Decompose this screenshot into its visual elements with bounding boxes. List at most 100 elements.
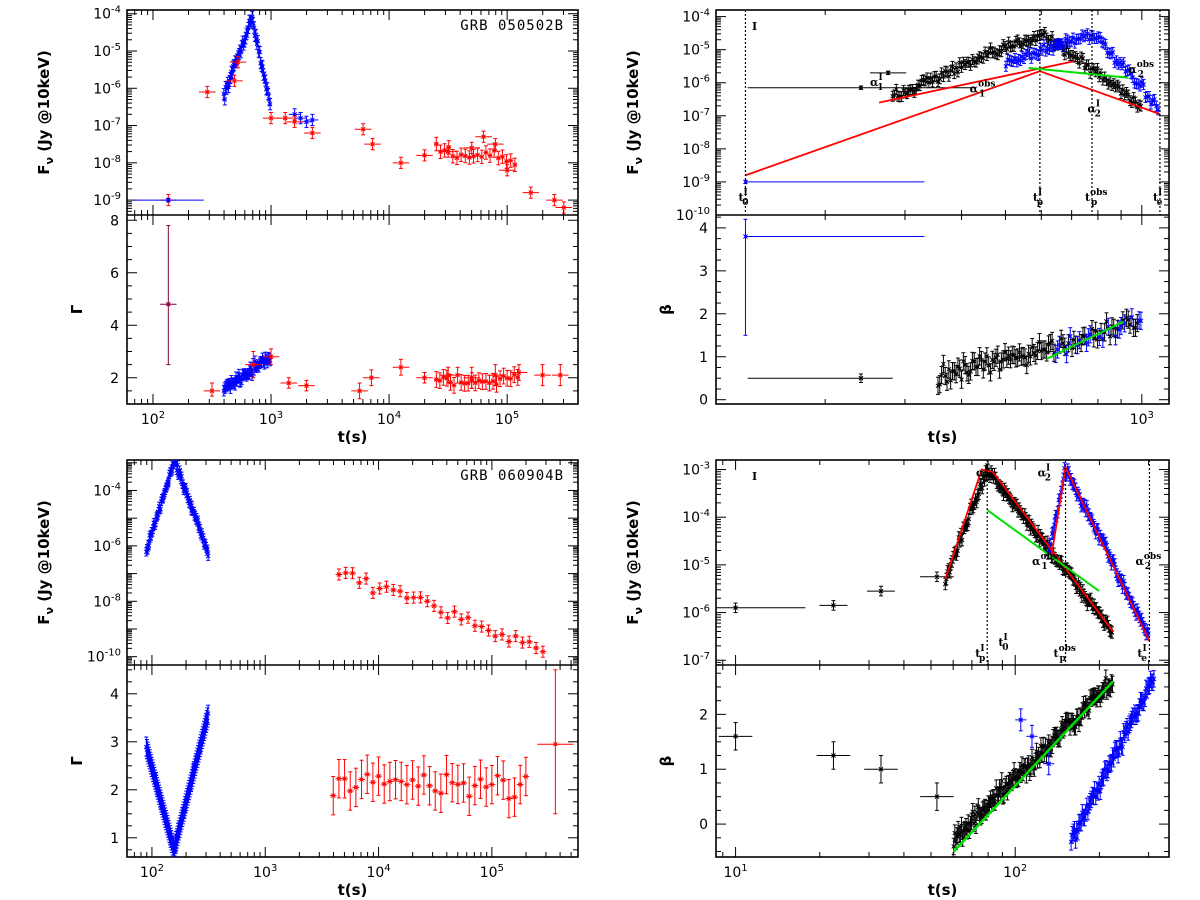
flux-point (743, 179, 925, 185)
gamma-point (494, 755, 501, 796)
tick-label: 4 (699, 221, 708, 237)
flux-point (999, 46, 1004, 58)
flux-point (226, 74, 243, 87)
x-axis-label: t(s) (338, 881, 368, 899)
beta-point (959, 816, 964, 835)
flux-point (396, 585, 404, 598)
flux-point (483, 145, 489, 160)
tick-label: 1 (699, 762, 708, 778)
y-axis-top (127, 13, 578, 216)
gamma-point (499, 760, 507, 800)
beta-point (960, 352, 966, 371)
tick-label: 10-5 (682, 41, 710, 59)
flux-point (522, 186, 540, 199)
beta-point (816, 741, 851, 770)
flux-point (867, 585, 895, 597)
flux-point (546, 194, 563, 207)
gamma-point (482, 767, 490, 807)
beta-point (944, 372, 950, 391)
gamma-point (534, 364, 551, 387)
flux-point (532, 641, 540, 655)
beta-point (1103, 669, 1109, 687)
flux-point (464, 611, 472, 624)
time-marker-label: tI 0 (738, 188, 748, 208)
gamma-point (205, 704, 211, 725)
data-points (716, 460, 1157, 856)
tick-label: 102 (140, 863, 164, 881)
gamma-point (497, 370, 503, 388)
flux-point (437, 606, 445, 619)
flux-point (491, 630, 499, 643)
tick-label: 10-10 (87, 648, 121, 666)
y-axis-label-bottom: Γ (68, 756, 86, 766)
slope-label: αobs 2 (1128, 60, 1154, 80)
chart-title: GRB 060904B (460, 468, 564, 484)
flux-point (471, 149, 476, 164)
plot-frame (126, 459, 579, 858)
flux-point (442, 143, 447, 158)
tick-label: 10-8 (93, 592, 121, 610)
flux-point (369, 586, 377, 599)
tick-label: 105 (495, 410, 519, 428)
flux-point (179, 471, 184, 481)
flux-point (364, 138, 381, 151)
flux-point (555, 201, 573, 214)
gamma-point (375, 756, 382, 796)
x-axis-label: t(s) (928, 881, 958, 899)
gamma-point (228, 382, 233, 394)
flux-point (362, 572, 370, 585)
tick-label: 10-6 (93, 79, 121, 97)
tick-label: 10-6 (682, 604, 710, 622)
flux-point (430, 599, 438, 612)
tick-label: 3 (110, 735, 119, 751)
beta-point (1138, 311, 1144, 330)
flux-point (446, 140, 452, 155)
flux-point (458, 147, 464, 162)
flux-point (512, 157, 518, 173)
tick-label: 10-7 (682, 651, 710, 669)
time-marker-label: tobs p (1054, 644, 1076, 664)
flux-point (1061, 41, 1067, 53)
tick-label: 104 (366, 863, 390, 881)
flux-point (262, 112, 280, 125)
beta-point (864, 755, 898, 784)
flux-point (355, 576, 363, 589)
gamma-point (454, 764, 462, 805)
tick-label: 0 (699, 393, 708, 409)
tick-label: 10-3 (682, 461, 710, 479)
slope-label: αobs 1 (970, 80, 996, 100)
beta-point (937, 375, 943, 394)
flux-point (1080, 52, 1086, 64)
beta-point (1073, 831, 1078, 849)
beta-point (988, 363, 993, 382)
gamma-point (451, 376, 457, 394)
fit-line-green (986, 509, 1100, 592)
gamma-point (431, 771, 439, 811)
beta-point (1097, 782, 1103, 801)
gamma-point (477, 759, 484, 799)
flux-point (487, 148, 493, 163)
beta-point (1072, 820, 1077, 839)
flux-point (354, 123, 372, 136)
tick-label: 10-4 (682, 8, 710, 26)
plot-frame (715, 9, 1170, 405)
gamma-point (397, 761, 405, 802)
gamma-point (515, 369, 521, 386)
gamma-point (358, 759, 365, 800)
tick-label: 4 (110, 687, 119, 703)
beta-point (1151, 670, 1157, 688)
y-axis-label-top: Fν (Jy @10keV) (624, 50, 645, 175)
gamma-point (352, 767, 360, 808)
tick-label: 10-9 (682, 173, 710, 191)
gamma-point (160, 225, 177, 366)
panel-label: I (752, 470, 757, 483)
x-axis (133, 460, 572, 857)
flux-point (716, 602, 806, 614)
tick-label: 105 (480, 863, 504, 881)
flux-point (467, 150, 472, 165)
gamma-point (380, 764, 388, 804)
tick-label: 10-5 (93, 42, 121, 60)
flux-point (306, 113, 319, 127)
flux-point (475, 130, 492, 143)
gamma-point (341, 759, 348, 799)
